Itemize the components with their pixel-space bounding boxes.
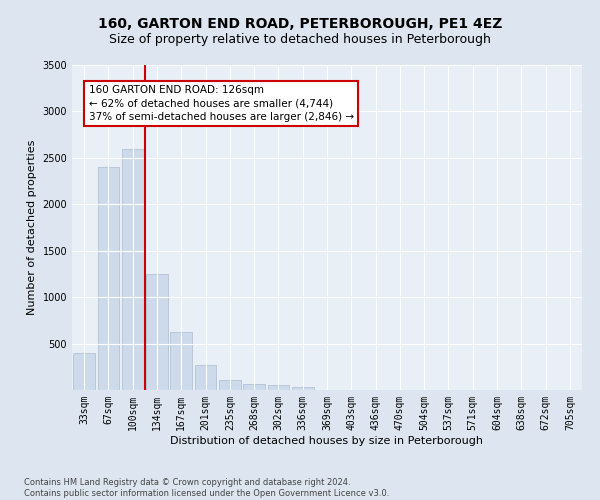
Text: 160 GARTON END ROAD: 126sqm
← 62% of detached houses are smaller (4,744)
37% of : 160 GARTON END ROAD: 126sqm ← 62% of det…	[89, 86, 353, 122]
X-axis label: Distribution of detached houses by size in Peterborough: Distribution of detached houses by size …	[170, 436, 484, 446]
Y-axis label: Number of detached properties: Number of detached properties	[27, 140, 37, 315]
Bar	[97, 167, 119, 390]
Text: 160, GARTON END ROAD, PETERBOROUGH, PE1 4EZ: 160, GARTON END ROAD, PETERBOROUGH, PE1 …	[98, 18, 502, 32]
Bar	[146, 274, 168, 390]
Text: Size of property relative to detached houses in Peterborough: Size of property relative to detached ho…	[109, 32, 491, 46]
Bar	[170, 332, 192, 390]
Bar	[194, 365, 217, 390]
Bar	[243, 384, 265, 390]
Bar	[268, 386, 289, 390]
Text: Contains HM Land Registry data © Crown copyright and database right 2024.
Contai: Contains HM Land Registry data © Crown c…	[24, 478, 389, 498]
Bar	[122, 148, 143, 390]
Bar	[219, 380, 241, 390]
Bar	[73, 353, 95, 390]
Bar	[292, 387, 314, 390]
